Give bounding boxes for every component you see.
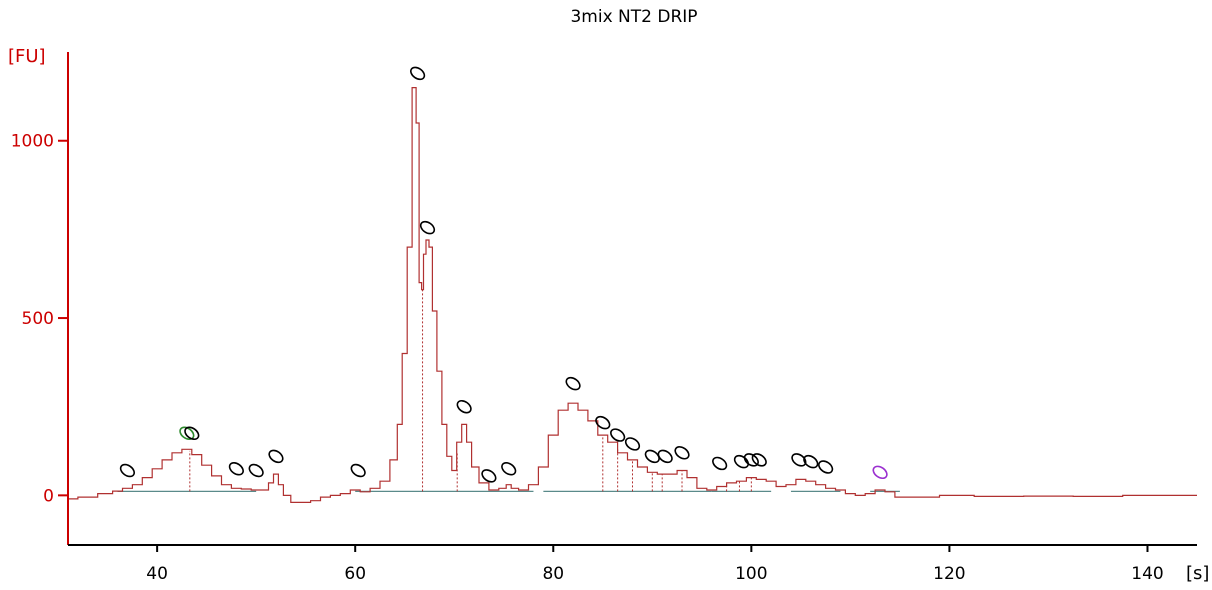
peak-marker-icon [595,415,611,430]
axes [67,52,1197,546]
y-tick-label: 500 [22,309,54,329]
peak-marker-icon [410,66,426,81]
peak-marker-icon [872,465,888,480]
signal-trace [68,87,1197,503]
peak-marker-icon [565,376,581,391]
x-tick-label: 80 [542,564,564,584]
peak-marker-icon [674,446,690,460]
y-tick-label: 0 [43,486,54,506]
peak-marker-icon [184,426,200,441]
peak-marker-icon [733,454,750,469]
y-tick-label: 1000 [11,132,54,152]
peak-marker-icon [501,462,517,476]
peak-marker-icon [179,426,195,441]
peak-marker-icon [268,449,284,464]
peak-marker-icon [419,220,436,235]
peak-marker-icon [481,469,497,483]
peak-marker-icon [456,399,472,414]
peak-marker-icon [119,463,136,478]
tick-labels: 0 500 1000 40 60 80 100 120 140 [11,132,1164,584]
peak-marker-icon [248,463,264,478]
peak-marker-icon [610,428,626,442]
x-tick-label: 60 [344,564,366,584]
x-axis-unit-label: [s] [1186,563,1209,584]
signal-trace-layer [68,87,1197,503]
chart-title: 3mix NT2 DRIP [570,7,697,27]
peak-marker-icon [818,460,834,474]
peak-marker-icon [791,453,807,467]
peak-markers [119,66,888,483]
x-tick-label: 100 [735,564,767,584]
peak-marker-icon [644,449,660,464]
x-tick-label: 40 [146,564,168,584]
peak-marker-icon [624,437,641,451]
peak-marker-icon [751,453,767,467]
peak-drop-lines [189,289,752,492]
peak-marker-icon [657,449,673,464]
y-axis-unit-label: [FU] [8,46,46,67]
x-tick-label: 120 [933,564,965,584]
peak-marker-icon [228,462,244,476]
x-tick-label: 140 [1131,564,1163,584]
peak-marker-icon [350,463,366,478]
peak-marker-icon [803,454,819,469]
peak-marker-icon [712,456,728,471]
